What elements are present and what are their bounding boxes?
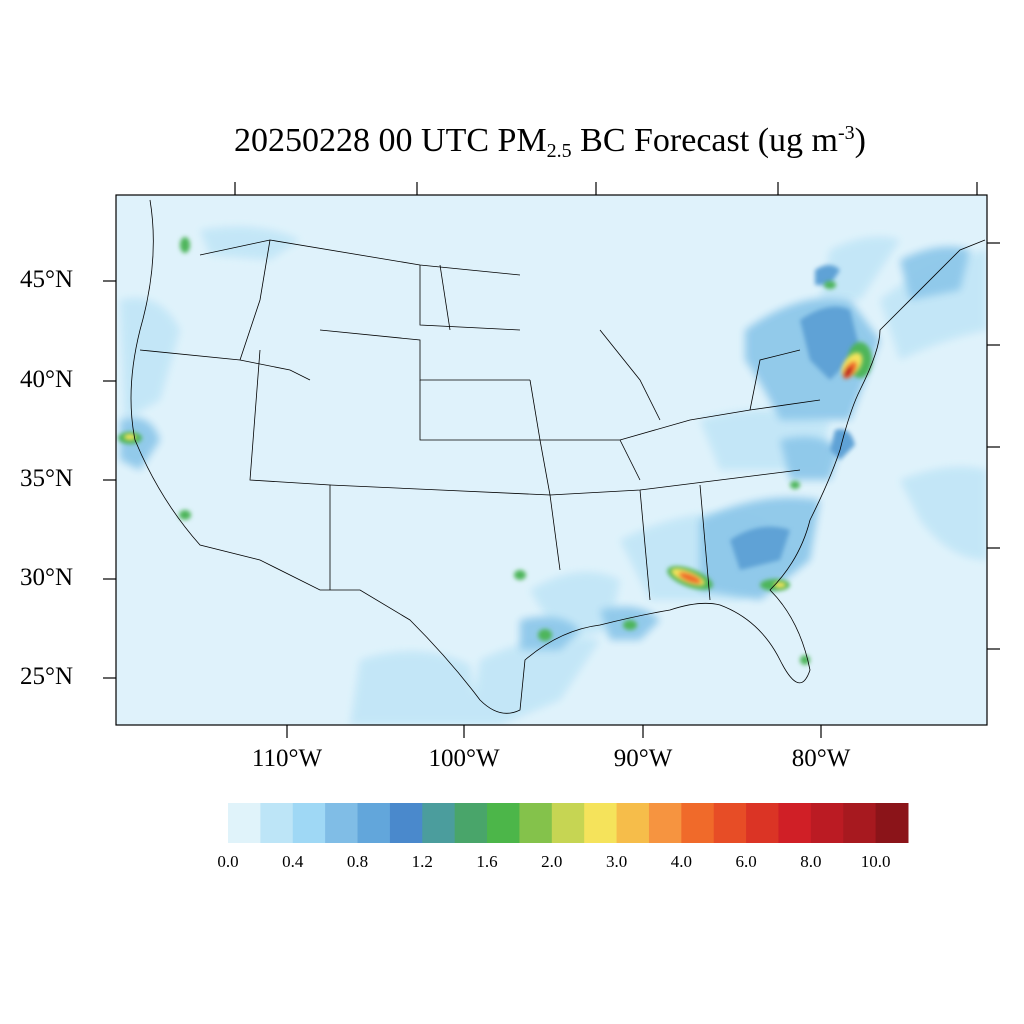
colorbar-swatch bbox=[454, 803, 488, 843]
colorbar-swatch bbox=[422, 803, 456, 843]
colorbar-swatch bbox=[875, 803, 909, 843]
colorbar-swatch bbox=[584, 803, 618, 843]
lon-label-80w: 80°W bbox=[791, 745, 851, 772]
lat-label-40n: 40°N bbox=[20, 366, 74, 393]
lat-label-35n: 35°N bbox=[20, 465, 74, 492]
colorbar-tick-label: 6.0 bbox=[735, 852, 757, 871]
colorbar-swatch bbox=[519, 803, 553, 843]
lon-label-110w: 110°W bbox=[251, 745, 323, 772]
concentration-field bbox=[118, 226, 987, 725]
colorbar-swatch bbox=[260, 803, 294, 843]
colorbar-tick-label: 10.0 bbox=[860, 852, 891, 871]
colorbar-tick-label: 2.0 bbox=[541, 852, 563, 871]
colorbar-tick-label: 3.0 bbox=[605, 852, 628, 871]
colorbar bbox=[228, 803, 909, 843]
colorbar-swatch bbox=[487, 803, 520, 843]
colorbar-tick-label: 0.0 bbox=[217, 852, 239, 871]
chart-title: 20250228 00 UTC PM2.5 BC Forecast (ug m-… bbox=[234, 122, 866, 162]
colorbar-swatch bbox=[616, 803, 650, 843]
axis-ticks bbox=[103, 182, 1000, 738]
colorbar-tick-label: 0.4 bbox=[282, 852, 304, 871]
lon-label-90w: 90°W bbox=[613, 745, 673, 772]
lat-label-25n: 25°N bbox=[20, 663, 74, 690]
colorbar-tick-label: 4.0 bbox=[670, 852, 692, 871]
plot-frame bbox=[115, 194, 988, 726]
colorbar-tick-label: 8.0 bbox=[800, 852, 822, 871]
colorbar-tick-label: 1.2 bbox=[411, 852, 433, 871]
colorbar-swatch bbox=[778, 803, 812, 843]
colorbar-swatch bbox=[228, 803, 261, 843]
lon-label-100w: 100°W bbox=[428, 745, 500, 772]
colorbar-swatch bbox=[843, 803, 877, 843]
colorbar-swatch bbox=[681, 803, 715, 843]
state-boundaries bbox=[130, 199, 986, 714]
colorbar-swatch bbox=[648, 803, 682, 843]
colorbar-tick-label: 0.8 bbox=[346, 852, 369, 871]
lat-label-45n: 45°N bbox=[20, 266, 74, 293]
colorbar-swatch bbox=[713, 803, 747, 843]
colorbar-swatch bbox=[325, 803, 359, 843]
colorbar-swatch bbox=[810, 803, 844, 843]
lat-label-30n: 30°N bbox=[20, 564, 74, 591]
colorbar-tick-label: 1.6 bbox=[476, 852, 498, 871]
colorbar-swatch bbox=[389, 803, 423, 843]
colorbar-swatch bbox=[551, 803, 585, 843]
colorbar-swatch bbox=[292, 803, 326, 843]
colorbar-swatch bbox=[357, 803, 391, 843]
colorbar-swatch bbox=[746, 803, 779, 843]
